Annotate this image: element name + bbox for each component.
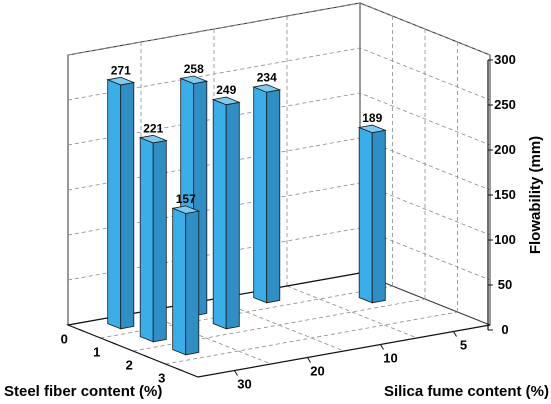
- bar-top-face: [357, 124, 387, 134]
- z-axis-label: Flowability (mm): [527, 136, 544, 254]
- z-gridline: [67, 92, 491, 146]
- steel-fiber-axis-label: Steel fiber content (%): [4, 383, 162, 400]
- bar-front-face: [139, 137, 154, 343]
- silica-fume-tick-label: 30: [237, 377, 251, 392]
- bar: 221: [138, 121, 168, 343]
- bar: 157: [171, 192, 201, 356]
- bar-front-face: [212, 98, 227, 330]
- bar: 189: [357, 111, 387, 304]
- silica-fume-tick-label: 5: [460, 338, 467, 353]
- bar-top-face: [211, 96, 241, 106]
- z-gridline: [67, 47, 491, 101]
- bar-top-face: [138, 134, 168, 144]
- silica-fume-tick-label: 20: [310, 364, 324, 379]
- bar-data-label: 249: [216, 83, 236, 97]
- steel-fiber-tick-label: 0: [61, 332, 68, 347]
- bar-front-face: [358, 126, 373, 304]
- bar-data-label: 258: [184, 62, 204, 76]
- bar: 271: [106, 63, 136, 330]
- steel-fiber-tick-mark: [176, 368, 182, 371]
- steel-fiber-tick-label: 3: [158, 371, 165, 386]
- z-gridline: [67, 2, 491, 56]
- z-tick-label: 0: [501, 322, 508, 337]
- bar-front-face: [172, 207, 187, 356]
- z-tick-label: 50: [498, 277, 512, 292]
- z-tick-label: 150: [494, 187, 516, 202]
- bar-side-face: [152, 140, 167, 343]
- bar-top-face: [252, 84, 282, 93]
- bar: 234: [252, 71, 282, 304]
- z-tick-label: 200: [494, 142, 516, 157]
- silica-fume-tick-mark: [307, 357, 311, 363]
- bar-side-face: [371, 129, 386, 304]
- bar-data-label: 189: [362, 111, 382, 125]
- z-tick-label: 250: [494, 97, 516, 112]
- floor-gridline: [286, 285, 418, 339]
- bar-data-label: 221: [143, 121, 163, 135]
- chart-walls: [65, 2, 491, 378]
- bar-side-face: [225, 101, 240, 330]
- bar-side-face: [120, 82, 135, 330]
- silica-fume-axis-label: Silica fume content (%): [384, 383, 549, 400]
- bar-data-label: 234: [257, 71, 277, 85]
- bar-front-face: [107, 79, 122, 330]
- silica-fume-tick-mark: [453, 331, 457, 337]
- z-tick-label: 100: [494, 232, 516, 247]
- silica-fume-tick-mark: [234, 370, 238, 376]
- bar-front-face: [253, 86, 268, 304]
- bar-data-label: 157: [176, 192, 196, 206]
- bar-top-face: [106, 76, 136, 86]
- bar-top-face: [171, 205, 201, 214]
- bar: 249: [211, 83, 241, 330]
- bars: 234 189 258 271 249 221 157: [106, 62, 387, 356]
- steel-fiber-tick-mark: [111, 342, 117, 345]
- steel-fiber-tick-mark: [79, 329, 85, 332]
- bar-side-face: [185, 210, 200, 356]
- steel-fiber-tick-mark: [144, 355, 150, 358]
- steel-fiber-tick-label: 1: [93, 345, 100, 360]
- bar-top-face: [179, 75, 209, 85]
- silica-fume-tick-mark: [380, 344, 384, 350]
- z-tick-label: 300: [494, 52, 516, 67]
- steel-fiber-tick-label: 2: [126, 358, 133, 373]
- silica-fume-tick-label: 10: [383, 351, 397, 366]
- bar-side-face: [266, 89, 281, 304]
- bar-data-label: 271: [111, 63, 131, 77]
